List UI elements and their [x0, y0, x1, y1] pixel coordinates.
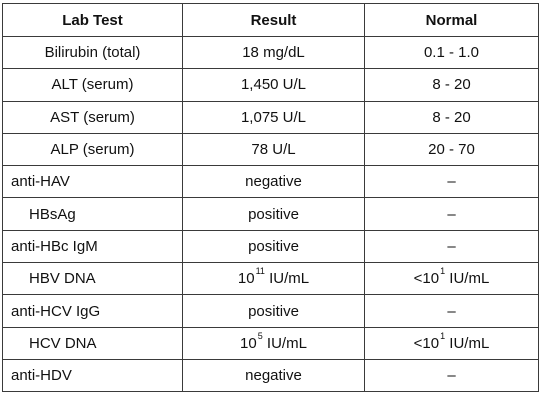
result-value-text: positive [248, 302, 299, 320]
result-value: positive [182, 229, 365, 264]
result-value-text: 1,450 U/L [240, 76, 307, 94]
result-value: positive [182, 197, 365, 231]
table-row: ALP (serum) 78 U/L 20 - 70 [2, 132, 539, 167]
normal-range-exponent: 1 [440, 330, 446, 341]
result-value-text: 18 mg/dL [242, 44, 305, 62]
normal-range: 8 - 20 [364, 100, 539, 134]
lab-rows: Bilirubin (total) 18 mg/dL 0.1 - 1.0 ALT (s… [2, 35, 539, 393]
normal-range-text: 8 - 20 [432, 108, 471, 126]
result-value: 1,075 U/L [182, 100, 365, 134]
lab-test-name: ALP (serum) [2, 132, 183, 167]
normal-range-text: 20 - 70 [428, 141, 475, 159]
lab-test-name: anti-HDV [2, 358, 183, 393]
normal-range-text: <10 [413, 270, 440, 288]
table-row: AST (serum) 1,075 U/L 8 - 20 [2, 100, 539, 134]
table-row: anti-HAV negative – [2, 165, 539, 199]
lab-results-table: Lab Test Result Normal Bilirubin (total)… [2, 3, 539, 393]
table-row: anti-HDV negative – [2, 358, 539, 393]
table-row: ALT (serum) 1,450 U/L 8 - 20 [2, 68, 539, 102]
normal-range-unit: IU/mL [445, 334, 490, 352]
table-row: anti-HCV IgG positive – [2, 294, 539, 328]
table-row: anti-HBc IgM positive – [2, 229, 539, 264]
normal-range-text: – [447, 205, 456, 223]
normal-range: <101 IU/mL [364, 262, 539, 296]
header-normal: Normal [364, 3, 539, 37]
normal-range-text: – [447, 237, 456, 255]
result-value-exponent: 5 [257, 330, 263, 341]
normal-range-text: – [447, 173, 456, 191]
result-value-exponent: 11 [255, 266, 265, 277]
normal-range-text: – [447, 367, 456, 385]
result-value-text: 10 [237, 270, 255, 288]
lab-test-name: anti-HAV [2, 165, 183, 199]
normal-range: 0.1 - 1.0 [364, 35, 539, 70]
result-value: 78 U/L [182, 132, 365, 167]
lab-test-name: Bilirubin (total) [2, 35, 183, 70]
lab-test-name: HCV DNA [2, 326, 183, 360]
normal-range-text: 8 - 20 [432, 76, 471, 94]
result-value-text: positive [248, 205, 299, 223]
result-value-unit: IU/mL [262, 334, 307, 352]
normal-range: 20 - 70 [364, 132, 539, 167]
table-row: HCV DNA 105 IU/mL <101 IU/mL [2, 326, 539, 360]
normal-range-text: – [447, 302, 456, 320]
result-value-text: negative [245, 173, 302, 191]
header-lab-test: Lab Test [2, 3, 183, 37]
lab-test-name: ALT (serum) [2, 68, 183, 102]
result-value-text: 1,075 U/L [240, 108, 307, 126]
normal-range: – [364, 229, 539, 264]
result-value: 18 mg/dL [182, 35, 365, 70]
normal-range: <101 IU/mL [364, 326, 539, 360]
result-value: negative [182, 165, 365, 199]
normal-range: – [364, 294, 539, 328]
normal-range: 8 - 20 [364, 68, 539, 102]
result-value: positive [182, 294, 365, 328]
header-result: Result [182, 3, 365, 37]
result-value: negative [182, 358, 365, 393]
table-row: HBsAg positive – [2, 197, 539, 231]
normal-range-text: <10 [413, 334, 440, 352]
table-row: Bilirubin (total) 18 mg/dL 0.1 - 1.0 [2, 35, 539, 70]
result-value: 105 IU/mL [182, 326, 365, 360]
normal-range-unit: IU/mL [445, 270, 490, 288]
table-row: HBV DNA 1011 IU/mL <101 IU/mL [2, 262, 539, 296]
lab-test-name: HBV DNA [2, 262, 183, 296]
lab-test-name: AST (serum) [2, 100, 183, 134]
result-value-text: positive [248, 237, 299, 255]
result-value-unit: IU/mL [264, 270, 310, 288]
normal-range-text: 0.1 - 1.0 [423, 44, 480, 62]
normal-range-exponent: 1 [440, 266, 446, 277]
lab-test-name: anti-HCV IgG [2, 294, 183, 328]
result-value-text: 78 U/L [251, 141, 296, 159]
lab-test-name: anti-HBc IgM [2, 229, 183, 264]
header-row: Lab Test Result Normal [2, 3, 539, 37]
result-value: 1011 IU/mL [182, 262, 365, 296]
result-value-text: negative [245, 367, 302, 385]
normal-range: – [364, 197, 539, 231]
result-value-text: 10 [240, 334, 257, 352]
lab-test-name: HBsAg [2, 197, 183, 231]
normal-range: – [364, 165, 539, 199]
normal-range: – [364, 358, 539, 393]
result-value: 1,450 U/L [182, 68, 365, 102]
